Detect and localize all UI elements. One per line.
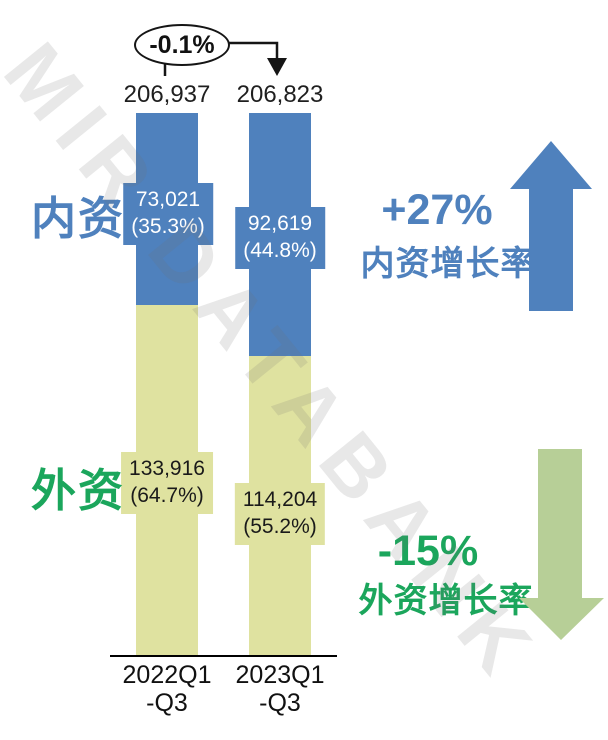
value-2023-foreign: 114,204 <box>242 488 318 511</box>
total-label-2023: 206,823 <box>236 81 324 108</box>
connector-arrowhead-icon <box>267 58 287 76</box>
value-box-2023-foreign: 114,204 (55.2%) <box>234 483 326 545</box>
foreign-growth-pct: -15% <box>377 527 479 575</box>
category-2023-line1: 2023Q1 <box>235 661 325 689</box>
pct-2022-foreign: (64.7%) <box>130 483 204 507</box>
series-label-foreign: 外资 <box>31 465 126 516</box>
pct-2022-domestic: (35.3%) <box>131 214 205 238</box>
value-box-2022-domestic: 73,021 (35.3%) <box>123 183 213 245</box>
value-box-2023-domestic: 92,619 (44.8%) <box>235 207 325 269</box>
category-2022-line1: 2022Q1 <box>122 661 212 689</box>
pct-2023-domestic: (44.8%) <box>243 238 317 262</box>
total-label-2022: 206,937 <box>123 81 211 108</box>
value-2022-foreign: 133,916 <box>129 457 205 480</box>
total-change-callout: -0.1% <box>134 24 230 66</box>
value-2022-domestic: 73,021 <box>135 188 201 211</box>
category-2022-line2: -Q3 <box>146 689 188 717</box>
value-box-2022-foreign: 133,916 (64.7%) <box>121 452 213 514</box>
foreign-growth-label: 外资增长率 <box>358 582 534 620</box>
total-change-value: -0.1% <box>149 30 215 59</box>
pct-2023-foreign: (55.2%) <box>243 514 317 538</box>
value-2023-domestic: 92,619 <box>247 212 313 235</box>
up-arrow-icon <box>510 141 592 311</box>
x-axis-line <box>110 655 337 657</box>
category-label-2023: 2023Q1 -Q3 <box>236 661 325 717</box>
series-label-domestic: 内资 <box>31 193 126 244</box>
domestic-growth-label: 内资增长率 <box>360 245 536 283</box>
category-2023-line2: -Q3 <box>259 689 301 717</box>
category-label-2022: 2022Q1 -Q3 <box>123 661 212 717</box>
domestic-growth-pct: +27% <box>381 186 493 234</box>
